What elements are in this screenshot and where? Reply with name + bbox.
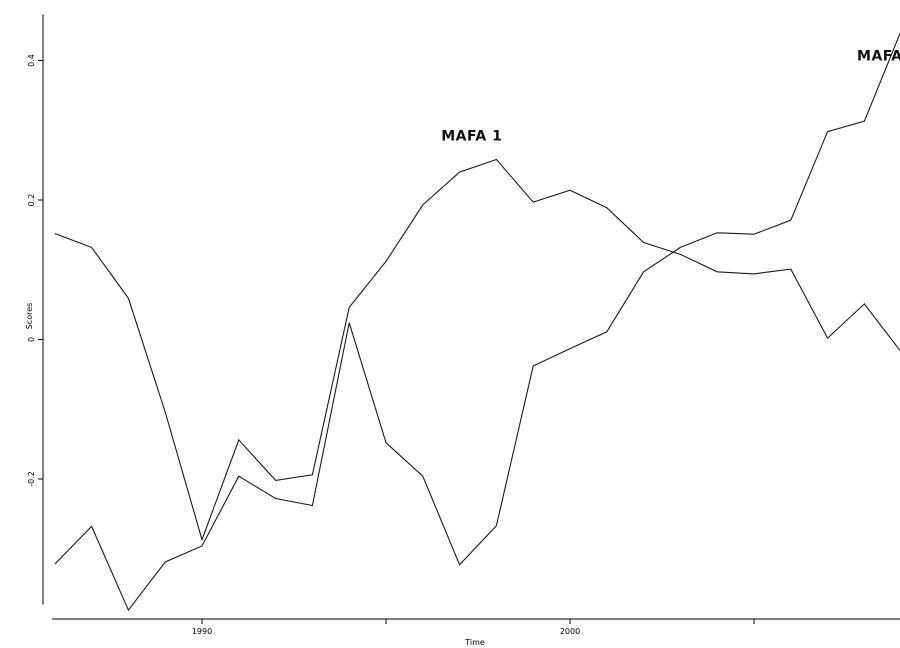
series-line-2 xyxy=(55,31,900,611)
y-tick-label: 0.4 xyxy=(27,54,36,67)
y-axis-title: Scores xyxy=(25,303,34,330)
series-annotation-2: MAFA 2 xyxy=(857,49,900,65)
axes: -0.2 0 0.2 0.4 1990 2000 Scores Time xyxy=(25,15,900,647)
series-line-1 xyxy=(55,160,900,540)
x-axis-title: Time xyxy=(464,638,485,647)
x-tick-label: 1990 xyxy=(192,627,212,636)
y-tick-label: -0.2 xyxy=(27,471,36,487)
y-ticks: -0.2 0 0.2 0.4 xyxy=(27,54,43,487)
plot-area xyxy=(55,31,900,611)
series-annotation-1: MAFA 1 xyxy=(441,129,502,145)
x-ticks: 1990 2000 xyxy=(192,619,754,636)
y-tick-label: 0 xyxy=(27,337,36,342)
x-tick-label: 2000 xyxy=(560,627,580,636)
y-tick-label: 0.2 xyxy=(27,194,36,207)
